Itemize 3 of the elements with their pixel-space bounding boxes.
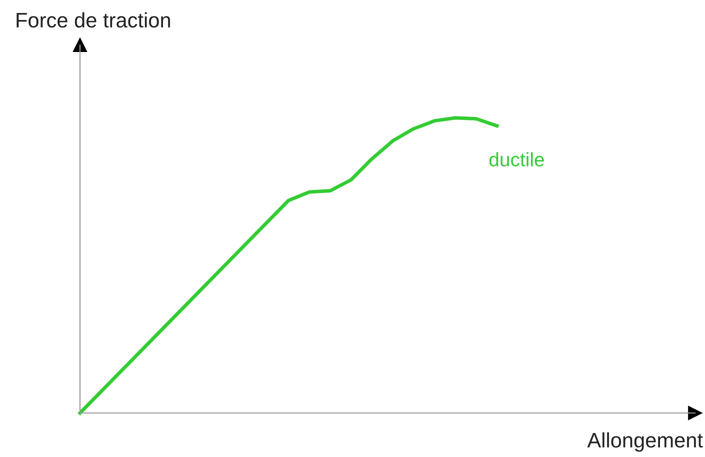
series-label: ductile: [489, 152, 544, 166]
x-axis-title: Allongement: [587, 432, 703, 452]
y-axis-title: Force de traction: [16, 12, 170, 28]
